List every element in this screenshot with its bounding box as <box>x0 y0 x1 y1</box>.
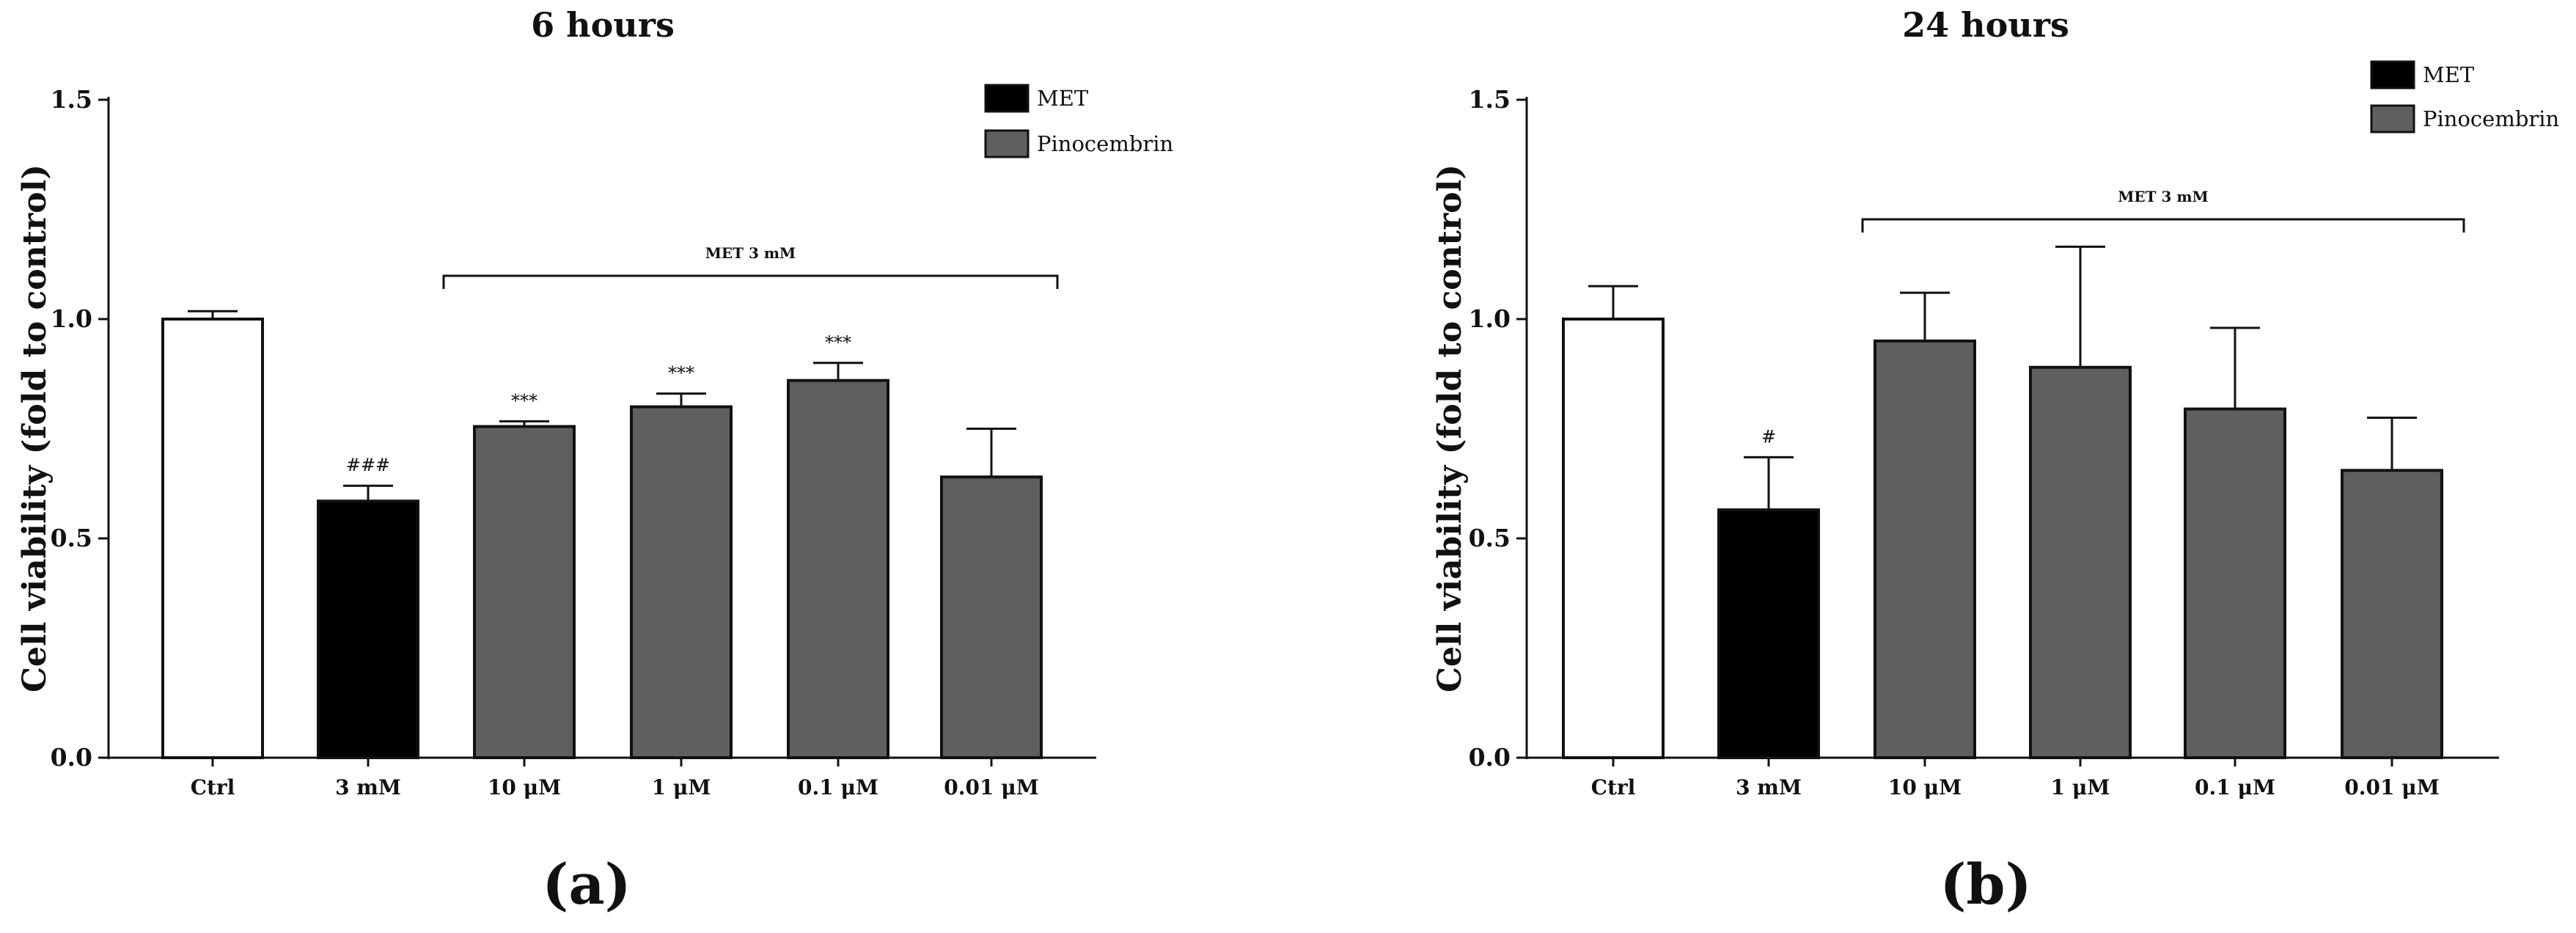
y-tick-label: 1.5 <box>51 85 92 114</box>
panel-label: (b) <box>1940 852 2031 917</box>
bar-1-μM <box>2029 365 2132 759</box>
bar-3-mM <box>317 500 419 759</box>
x-category-label: 0.1 μM <box>798 775 878 800</box>
significance-marker: ### <box>346 455 390 475</box>
significance-marker: *** <box>511 390 537 411</box>
bar-0.1-μM <box>2184 407 2286 760</box>
bar-Ctrl <box>161 318 264 759</box>
y-axis-label: Cell viability (fold to control) <box>16 164 54 692</box>
group-bracket-label: MET 3 mM <box>2118 188 2208 205</box>
x-category-label: 1 μM <box>652 775 711 800</box>
bar-10-μM <box>1874 339 1976 759</box>
legend-swatch-met <box>984 84 1030 113</box>
x-category-label: 10 μM <box>1888 775 1962 800</box>
x-category-label: 0.1 μM <box>2195 775 2275 800</box>
chart-title: 24 hours <box>1902 5 2069 45</box>
legend-swatch-met <box>2370 60 2415 89</box>
y-tick-label: 1.0 <box>51 304 92 333</box>
legend-label: MET <box>2423 62 2475 87</box>
x-category-label: 0.01 μM <box>944 775 1038 800</box>
chart-panel-a: 6 hours (a) Cell viability (fold to contro… <box>16 5 1173 917</box>
chart-title: 6 hours <box>531 5 675 45</box>
y-tick-label: 0.5 <box>51 524 92 552</box>
bar-10-μM <box>473 425 576 759</box>
y-tick-label: 0.5 <box>1469 524 1511 552</box>
group-bracket-label: MET 3 mM <box>705 244 796 262</box>
x-category-label: Ctrl <box>191 775 235 800</box>
group-bracket <box>442 274 1059 289</box>
bar-Ctrl <box>1562 318 1665 759</box>
x-category-label: 3 mM <box>1736 775 1802 800</box>
significance-marker: # <box>1761 426 1776 447</box>
bar-0.1-μM <box>787 378 889 759</box>
significance-marker: *** <box>825 332 851 353</box>
legend-label: MET <box>1037 86 1089 111</box>
bar-0.01-μM <box>940 475 1043 760</box>
y-tick-label: 0.0 <box>1469 743 1511 772</box>
x-category-label: 3 mM <box>335 775 401 800</box>
x-category-label: 10 μM <box>488 775 561 800</box>
chart-panel-b: 24 hours (b) Cell viability (fold to contr… <box>1431 5 2559 917</box>
bar-1-μM <box>630 405 733 759</box>
x-category-label: 0.01 μM <box>2344 775 2439 800</box>
y-axis-label: Cell viability (fold to control) <box>1431 164 1469 692</box>
x-category-label: 1 μM <box>2051 775 2110 800</box>
significance-marker: *** <box>668 363 694 384</box>
panel-label: (a) <box>542 852 631 917</box>
legend-swatch-pinocembrin <box>2370 104 2415 133</box>
x-category-label: Ctrl <box>1591 775 1636 800</box>
y-tick-label: 1.0 <box>1469 304 1511 333</box>
bar-0.01-μM <box>2341 469 2443 759</box>
legend-label: Pinocembrin <box>1037 131 1173 156</box>
y-tick-label: 1.5 <box>1469 85 1511 114</box>
bar-3-mM <box>1717 508 1820 759</box>
group-bracket <box>1861 218 2465 233</box>
legend-label: Pinocembrin <box>2423 106 2559 131</box>
y-tick-label: 0.0 <box>51 743 92 772</box>
legend-swatch-pinocembrin <box>984 129 1030 158</box>
